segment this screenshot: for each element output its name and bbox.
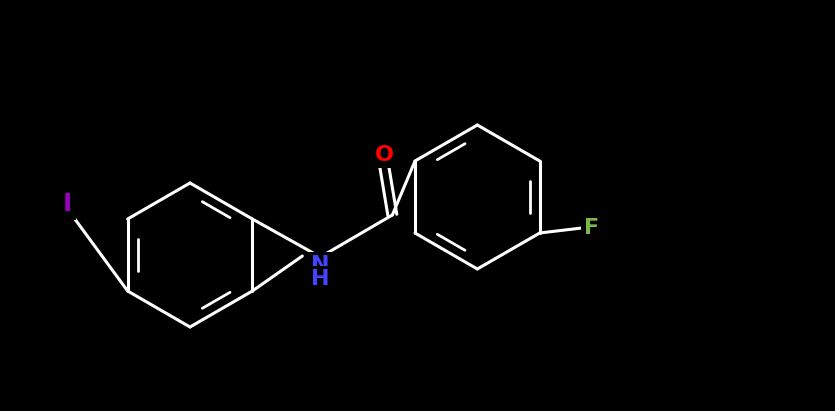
Text: I: I [63, 192, 73, 216]
Text: N: N [311, 255, 330, 275]
Text: H: H [311, 269, 330, 289]
Text: F: F [584, 218, 600, 238]
Text: O: O [375, 145, 394, 165]
